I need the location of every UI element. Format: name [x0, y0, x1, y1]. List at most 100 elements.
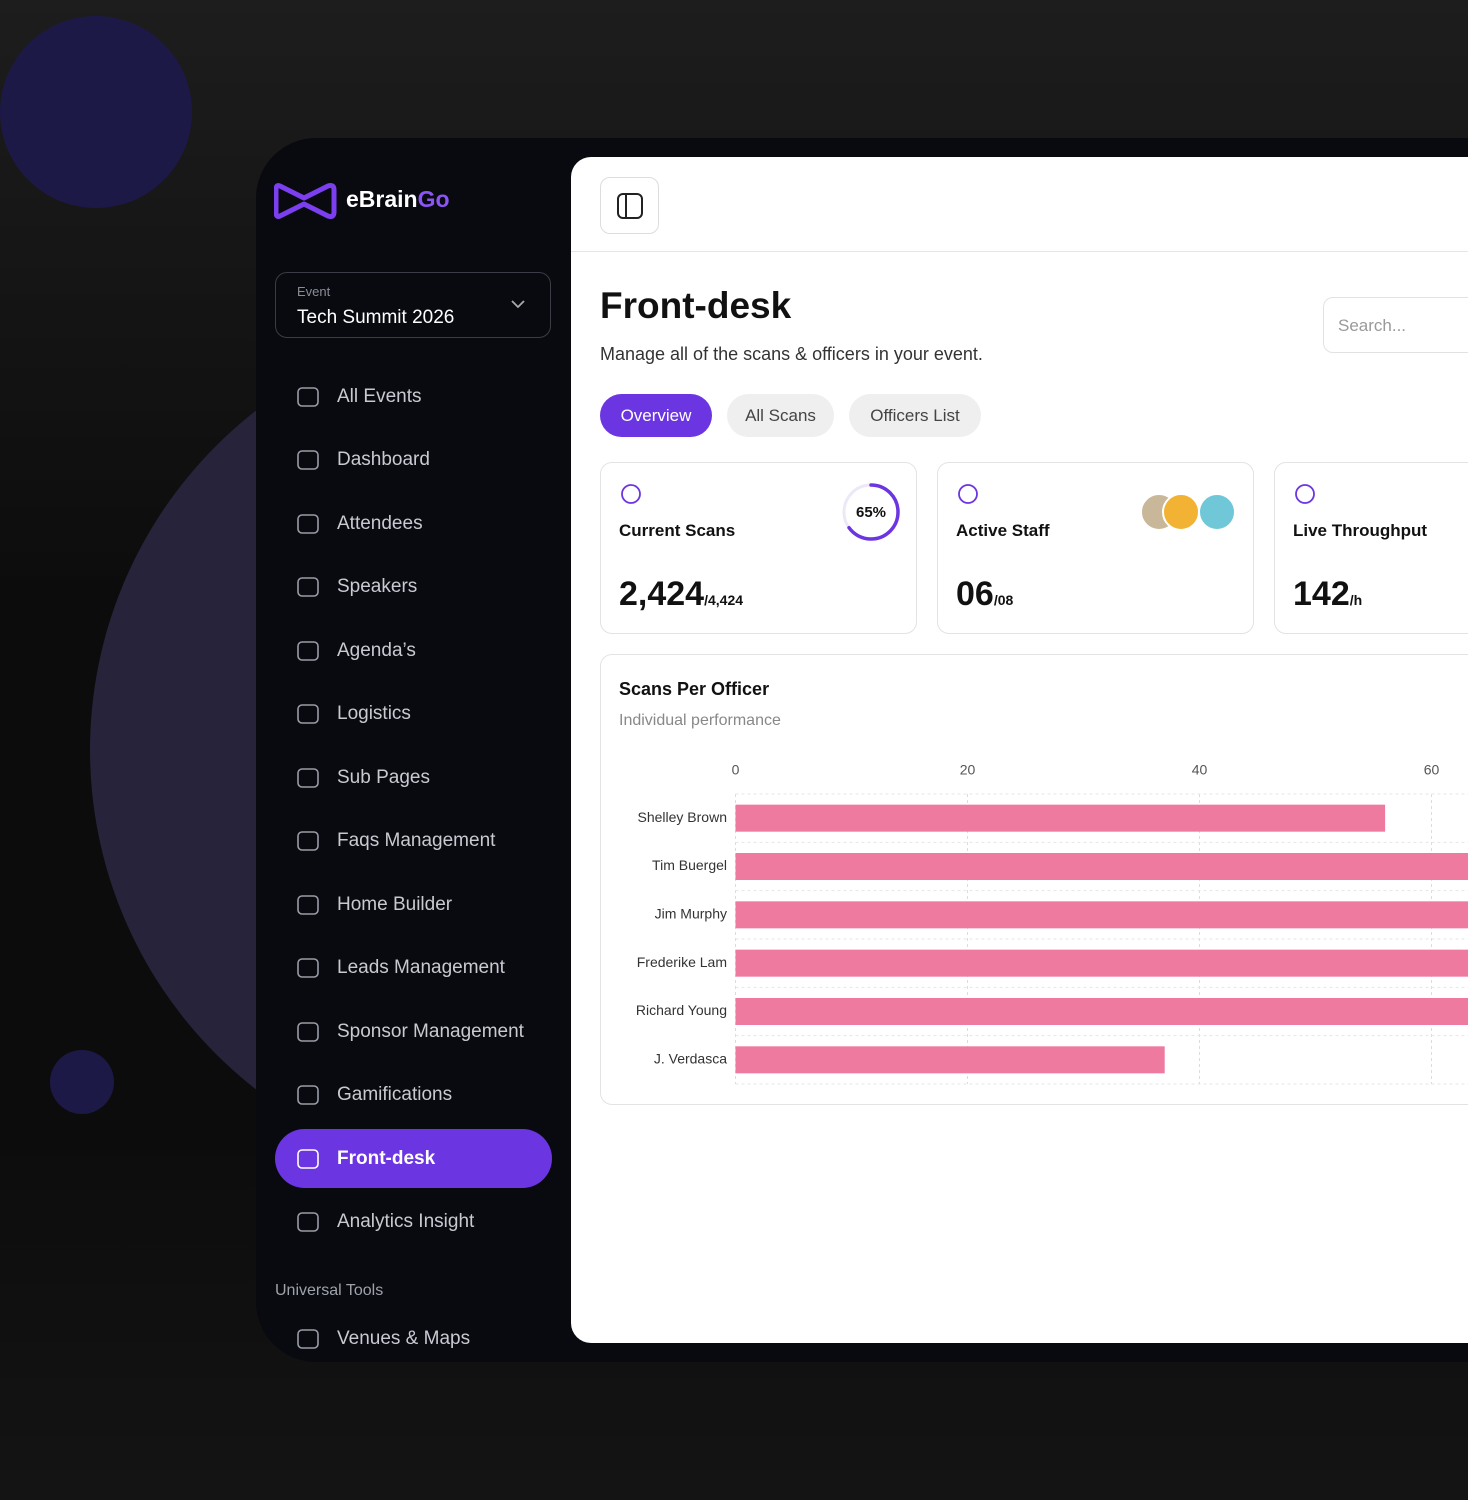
nav-label: Logistics	[337, 703, 411, 724]
bar	[735, 998, 1468, 1025]
stat-number: 06	[956, 575, 994, 613]
nav-icon	[297, 577, 319, 597]
nav-item[interactable]: Leads Management	[275, 939, 552, 998]
stat-card: Active Staff 06/08	[937, 462, 1254, 634]
nav-label: Agenda’s	[337, 639, 416, 661]
nav-label: Front-desk	[337, 1147, 436, 1169]
x-tick-label: 60	[1424, 762, 1440, 778]
y-tick-label: Richard Young	[636, 1002, 727, 1018]
decor-circle	[50, 1050, 114, 1114]
event-label: Event	[297, 284, 331, 299]
page-subtitle: Manage all of the scans & officers in yo…	[600, 344, 983, 364]
stat-card: Live Throughput 142/h	[1274, 462, 1468, 634]
nav-label: Dashboard	[337, 449, 430, 470]
nav-item[interactable]: Sponsor Management	[275, 1002, 552, 1061]
tab[interactable]: Officers List	[849, 394, 981, 437]
progress-ring: 65%	[842, 483, 900, 541]
nav-icon	[297, 1148, 319, 1169]
nav-item[interactable]: Dashboard	[275, 431, 552, 490]
stat-number: 2,424	[619, 575, 705, 613]
nav-label: Faqs Management	[337, 830, 496, 851]
x-tick-label: 0	[732, 762, 740, 778]
nav-item[interactable]: Front-desk	[275, 1129, 552, 1188]
search-placeholder: Search...	[1338, 316, 1407, 335]
avatar	[1162, 493, 1200, 531]
nav-label: Attendees	[337, 512, 423, 534]
nav-item[interactable]: Sub Pages	[275, 748, 552, 807]
nav-icon	[297, 1085, 319, 1105]
brand: eBrainGo	[346, 186, 450, 213]
nav-label: Home Builder	[337, 893, 453, 915]
nav-item[interactable]: All Events	[275, 367, 552, 426]
divider	[571, 251, 1468, 252]
nav-label: Leads Management	[337, 957, 505, 978]
brand-name: eBrain	[346, 186, 418, 212]
event-value: Tech Summit 2026	[297, 307, 455, 328]
stat-value: 06/08	[956, 575, 1013, 614]
search-input[interactable]: Search...	[1323, 297, 1468, 353]
page-title: Front-desk	[600, 285, 792, 326]
progress-arc	[842, 483, 900, 541]
bar	[735, 804, 1386, 832]
nav-icon	[297, 450, 319, 470]
stat-label: Live Throughput	[1293, 521, 1428, 540]
nav-label: Sponsor Management	[337, 1020, 524, 1042]
stat-suffix: /h	[1349, 592, 1363, 608]
nav-item[interactable]: Gamifications	[275, 1066, 552, 1125]
chart-title: Scans Per Officer	[619, 679, 770, 699]
stat-suffix: /08	[993, 592, 1014, 608]
nav-item[interactable]: Home Builder	[275, 875, 552, 934]
nav-icon	[297, 831, 319, 851]
nav-icon	[297, 1212, 319, 1232]
y-tick-label: J. Verdasca	[654, 1051, 727, 1067]
nav-label: Gamifications	[337, 1084, 453, 1105]
x-tick-label: 40	[1192, 762, 1208, 778]
bar	[735, 949, 1468, 977]
nav-item[interactable]: Speakers	[275, 558, 552, 617]
stat-label: Current Scans	[619, 521, 736, 540]
brand-accent: Go	[417, 186, 450, 212]
nav-icon	[297, 386, 319, 407]
stat-icon	[621, 484, 641, 504]
sidebar-toggle[interactable]	[600, 177, 659, 234]
nav-item[interactable]: Analytics Insight	[275, 1193, 552, 1252]
chart: 0 20 40 60 Shelley Brown Tim Buergel Jim Murph…	[636, 762, 1468, 1085]
nav-item[interactable]: Venues & Maps	[275, 1309, 552, 1368]
nav-icon	[297, 640, 319, 661]
stat-label: Active Staff	[956, 521, 1050, 540]
nav-icon	[297, 958, 319, 978]
stat-suffix: /4,424	[704, 592, 744, 608]
stat-number: 142	[1293, 575, 1350, 613]
stat-icon	[1295, 484, 1315, 504]
nav-label: Sub Pages	[337, 766, 430, 788]
decor-circle	[0, 16, 192, 208]
chart-card: Scans Per Officer Individual performance…	[600, 654, 1468, 1105]
x-tick-label: 20	[960, 762, 976, 778]
bar	[735, 853, 1468, 880]
nav-item[interactable]: Logistics	[275, 685, 552, 744]
nav-item[interactable]: Faqs Management	[275, 812, 552, 871]
nav-label: Venues & Maps	[337, 1327, 471, 1349]
nav-label: Analytics Insight	[337, 1211, 475, 1232]
nav-icon	[297, 704, 319, 724]
chart-subtitle: Individual performance	[619, 712, 781, 729]
nav-icon	[297, 513, 319, 534]
y-tick-label: Frederike Lam	[637, 954, 727, 970]
nav-icon	[297, 1021, 319, 1042]
section-label: Universal Tools	[275, 1282, 384, 1299]
y-tick-label: Tim Buergel	[652, 857, 727, 873]
tab[interactable]: Overview	[600, 394, 712, 437]
toggle-icon	[617, 193, 643, 219]
stat-value: 142/h	[1293, 575, 1362, 614]
bar	[735, 901, 1468, 929]
chevron	[511, 300, 525, 309]
nav-label: Speakers	[337, 576, 418, 597]
nav-item[interactable]: Attendees	[275, 494, 552, 553]
nav-item[interactable]: Agenda’s	[275, 621, 552, 680]
tab[interactable]: All Scans	[727, 394, 834, 437]
y-tick-label: Jim Murphy	[655, 906, 727, 922]
event-selector[interactable]: Event Tech Summit 2026	[275, 272, 551, 338]
nav-icon	[297, 767, 319, 788]
bar	[735, 1046, 1165, 1074]
